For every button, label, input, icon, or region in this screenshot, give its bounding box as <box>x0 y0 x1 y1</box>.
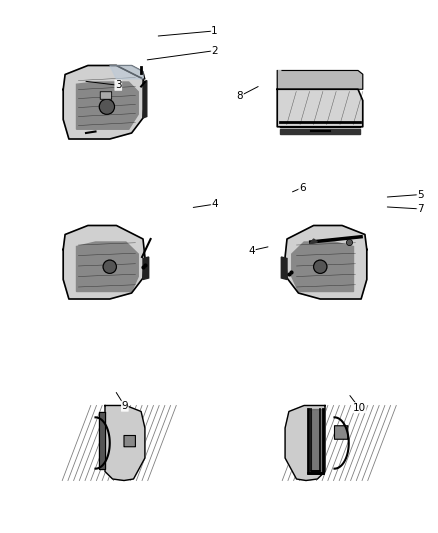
Text: 3: 3 <box>115 80 122 90</box>
Polygon shape <box>105 406 145 481</box>
Text: 6: 6 <box>299 183 306 192</box>
Polygon shape <box>281 257 287 279</box>
Polygon shape <box>277 89 363 127</box>
Polygon shape <box>143 80 147 118</box>
Text: 5: 5 <box>417 190 424 199</box>
Text: 10: 10 <box>353 403 366 413</box>
Circle shape <box>314 260 327 273</box>
FancyBboxPatch shape <box>124 435 135 447</box>
Polygon shape <box>77 82 138 129</box>
FancyBboxPatch shape <box>335 426 348 439</box>
Text: 4: 4 <box>248 246 255 255</box>
Polygon shape <box>285 225 367 299</box>
Polygon shape <box>277 70 363 89</box>
Text: 8: 8 <box>237 91 244 101</box>
Text: 2: 2 <box>211 46 218 55</box>
Polygon shape <box>110 66 145 79</box>
Polygon shape <box>308 409 323 473</box>
Polygon shape <box>292 242 353 292</box>
Polygon shape <box>285 406 325 481</box>
Polygon shape <box>280 129 360 134</box>
Polygon shape <box>110 66 143 79</box>
Circle shape <box>99 99 114 115</box>
Polygon shape <box>310 239 318 244</box>
Polygon shape <box>63 66 145 139</box>
Circle shape <box>103 260 117 273</box>
Text: 4: 4 <box>211 199 218 209</box>
Text: 9: 9 <box>121 401 128 411</box>
Polygon shape <box>143 257 148 279</box>
Text: 7: 7 <box>417 204 424 214</box>
Polygon shape <box>99 411 105 469</box>
FancyBboxPatch shape <box>100 92 112 99</box>
Polygon shape <box>77 242 138 292</box>
Text: 1: 1 <box>211 26 218 36</box>
Polygon shape <box>63 225 145 299</box>
